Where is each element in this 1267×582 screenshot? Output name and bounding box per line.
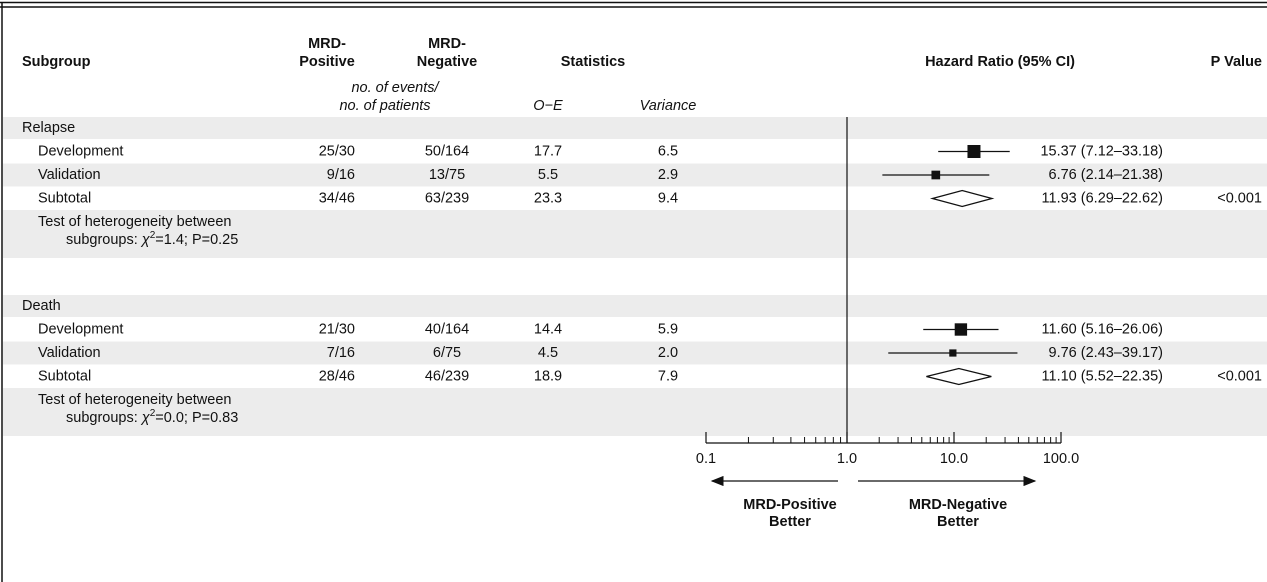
subheader: O−E: [533, 98, 563, 114]
heterogeneity: subgroups: χ2=0.0; P=0.83: [66, 408, 238, 426]
heterogeneity-part: χ: [140, 410, 151, 426]
row-band: [3, 163, 1267, 187]
row-band: [3, 295, 1267, 317]
heterogeneity: subgroups: χ2=1.4; P=0.25: [66, 230, 238, 248]
row-band: [3, 210, 1267, 258]
header: Subgroup: [22, 54, 91, 70]
header: Positive: [299, 54, 355, 70]
row-label: Subtotal: [38, 190, 91, 206]
group-label: Death: [22, 298, 61, 314]
heterogeneity: Test of heterogeneity between: [38, 214, 231, 230]
hr-label: 11.60 (5.16–26.06): [1042, 321, 1163, 337]
row-band: [3, 341, 1267, 365]
cell: 25/30: [319, 143, 355, 159]
header: Statistics: [561, 54, 625, 70]
cell: 40/164: [425, 321, 469, 337]
cell: 63/239: [425, 190, 469, 206]
heterogeneity-part: =1.4; P=0.25: [155, 232, 238, 248]
cell: 7.9: [658, 368, 678, 384]
row-band: [3, 388, 1267, 436]
cell: 6/75: [433, 345, 461, 361]
cell: 2.0: [658, 345, 678, 361]
hr-label: 11.93 (6.29–22.62): [1042, 190, 1163, 206]
hr-label: 15.37 (7.12–33.18): [1040, 143, 1163, 159]
heterogeneity: Test of heterogeneity between: [38, 392, 231, 408]
cell: 5.5: [538, 167, 558, 183]
cell: 28/46: [319, 368, 355, 384]
cell: 14.4: [534, 321, 562, 337]
direction-label: MRD-Negative: [909, 497, 1007, 513]
row-band: [3, 117, 1267, 139]
row-label: Validation: [38, 345, 101, 361]
header: MRD-: [308, 36, 346, 52]
row-label: Subtotal: [38, 368, 91, 384]
subheader: Variance: [640, 98, 697, 114]
hr-square: [967, 144, 981, 159]
header: MRD-: [428, 36, 466, 52]
hr-square: [931, 170, 941, 180]
header: P Value: [1211, 54, 1262, 70]
cell: 9/16: [327, 167, 355, 183]
header: Hazard Ratio (95% CI): [925, 54, 1075, 70]
cell: 23.3: [534, 190, 562, 206]
ci-diamond: [929, 189, 995, 208]
x-tick-label: 1.0: [837, 451, 857, 467]
row-label: Development: [38, 143, 123, 159]
hr-label: 11.10 (5.52–22.35): [1042, 368, 1163, 384]
cell: 4.5: [538, 345, 558, 361]
cell: 5.9: [658, 321, 678, 337]
cell: 17.7: [534, 143, 562, 159]
p-value: <0.001: [1217, 368, 1262, 384]
heterogeneity-part: subgroups:: [66, 410, 142, 426]
x-tick-label: 0.1: [696, 451, 716, 467]
direction-label: Better: [937, 514, 979, 530]
p-value: <0.001: [1217, 190, 1262, 206]
x-tick-label: 10.0: [940, 451, 968, 467]
row-label: Validation: [38, 167, 101, 183]
cell: 46/239: [425, 368, 469, 384]
cell: 9.4: [658, 190, 678, 206]
cell: 13/75: [429, 167, 465, 183]
hr-square: [954, 323, 968, 336]
heterogeneity-part: subgroups:: [66, 232, 142, 248]
header: Negative: [417, 54, 477, 70]
hr-square: [949, 349, 957, 357]
cell: 2.9: [658, 167, 678, 183]
cell: 6.5: [658, 143, 678, 159]
row-label: Development: [38, 321, 123, 337]
cell: 7/16: [327, 345, 355, 361]
heterogeneity-part: 2: [150, 230, 156, 241]
subheader: no. of events/: [351, 80, 440, 96]
cell: 50/164: [425, 143, 469, 159]
hr-label: 9.76 (2.43–39.17): [1049, 345, 1163, 361]
ci-diamond: [926, 367, 992, 386]
direction-label: Better: [769, 514, 811, 530]
cell: 21/30: [319, 321, 355, 337]
direction-label: MRD-Positive: [743, 497, 836, 513]
heterogeneity-part: =0.0; P=0.83: [155, 410, 238, 426]
cell: 34/46: [319, 190, 355, 206]
hr-label: 6.76 (2.14–21.38): [1049, 167, 1163, 183]
cell: 18.9: [534, 368, 562, 384]
subheader: no. of patients: [339, 98, 430, 114]
group-label: Relapse: [22, 120, 75, 136]
heterogeneity-part: 2: [150, 408, 156, 419]
x-tick-label: 100.0: [1043, 451, 1079, 467]
heterogeneity-part: χ: [140, 232, 151, 248]
